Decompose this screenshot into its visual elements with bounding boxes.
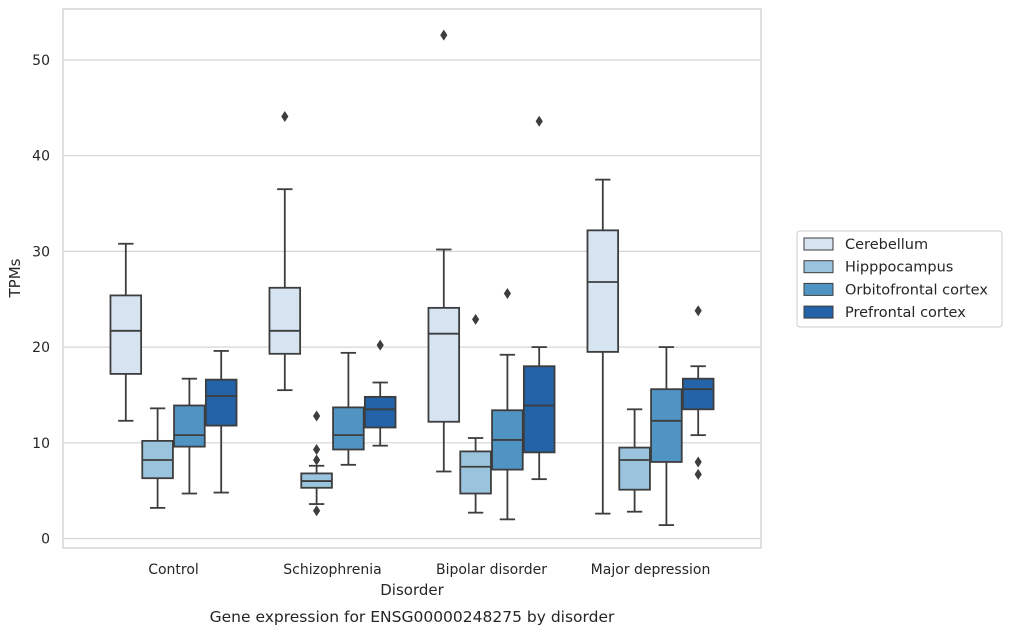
y-tick-label: 50 [32,53,50,69]
y-axis-title: TPMs [6,258,24,298]
box-orbitofrontal-cortex [173,377,206,495]
x-tick-label: Major depression [591,562,711,578]
legend-swatch [803,305,834,319]
outlier-point [281,110,289,122]
box-iqr [618,446,651,491]
y-tick-label: 20 [32,340,50,356]
outlier-point [694,456,702,468]
legend-frame [796,230,1003,328]
box-hipppocampus [141,407,174,509]
box-orbitofrontal-cortex [332,351,365,466]
box-iqr [427,306,461,423]
outlier-point [313,443,321,455]
outlier-point [472,313,480,325]
y-tick-label: 10 [32,436,50,452]
legend-label: Prefrontal cortex [845,305,966,321]
y-tick-label: 30 [32,244,50,260]
outlier-point [694,468,702,480]
box-orbitofrontal-cortex [650,346,683,527]
x-tick-label: Control [148,562,199,578]
legend-swatch [803,260,834,274]
box-cerebellum [586,178,620,515]
box-iqr [459,450,492,495]
y-tick-label: 0 [41,532,50,548]
box-prefrontal-cortex [363,339,397,447]
box-iqr [363,395,397,429]
box-cerebellum [109,242,143,422]
box-iqr [173,404,206,448]
outlier-point [694,305,702,317]
legend-label: Cerebellum [845,237,928,253]
outlier-point [440,29,448,41]
box-prefrontal-cortex [681,305,715,480]
outlier-point [313,454,321,466]
box-hipppocampus [300,410,333,517]
box-iqr [650,388,683,463]
box-iqr [681,377,715,411]
box-prefrontal-cortex [522,115,556,481]
x-tick-label: Bipolar disorder [436,562,547,578]
x-tick-label: Schizophrenia [283,562,381,578]
x-axis-title: Disorder [380,581,444,599]
box-hipppocampus [618,408,651,513]
legend-swatch [803,282,834,296]
box-hipppocampus [459,313,492,514]
chart-caption: Gene expression for ENSG00000248275 by d… [210,608,615,626]
x-tick-labels: Control Schizophrenia Bipolar disorder Majo… [148,562,710,578]
outlier-point [313,410,321,422]
box-iqr [204,378,238,427]
outlier-point [376,339,384,351]
y-tick-labels: 0 10 20 30 40 50 [32,53,50,548]
legend-label: Hipppocampus [845,260,953,276]
box-iqr [586,229,620,353]
box-orbitofrontal-cortex [491,288,524,521]
outlier-point [535,115,543,127]
box-prefrontal-cortex [204,350,238,494]
box-iqr [332,406,365,451]
legend-swatch [803,237,834,251]
legend: Cerebellum Hipppocampus Orbitofrontal cort… [796,230,1003,328]
legend-label: Orbitofrontal cortex [845,282,988,298]
box-cerebellum [427,29,461,473]
box-cerebellum [268,110,302,392]
boxes [109,29,715,527]
outlier-point [503,288,511,300]
outlier-point [313,505,321,517]
box-iqr [522,365,556,454]
box-iqr [268,286,302,355]
box-iqr [109,294,143,375]
y-tick-label: 40 [32,149,50,165]
